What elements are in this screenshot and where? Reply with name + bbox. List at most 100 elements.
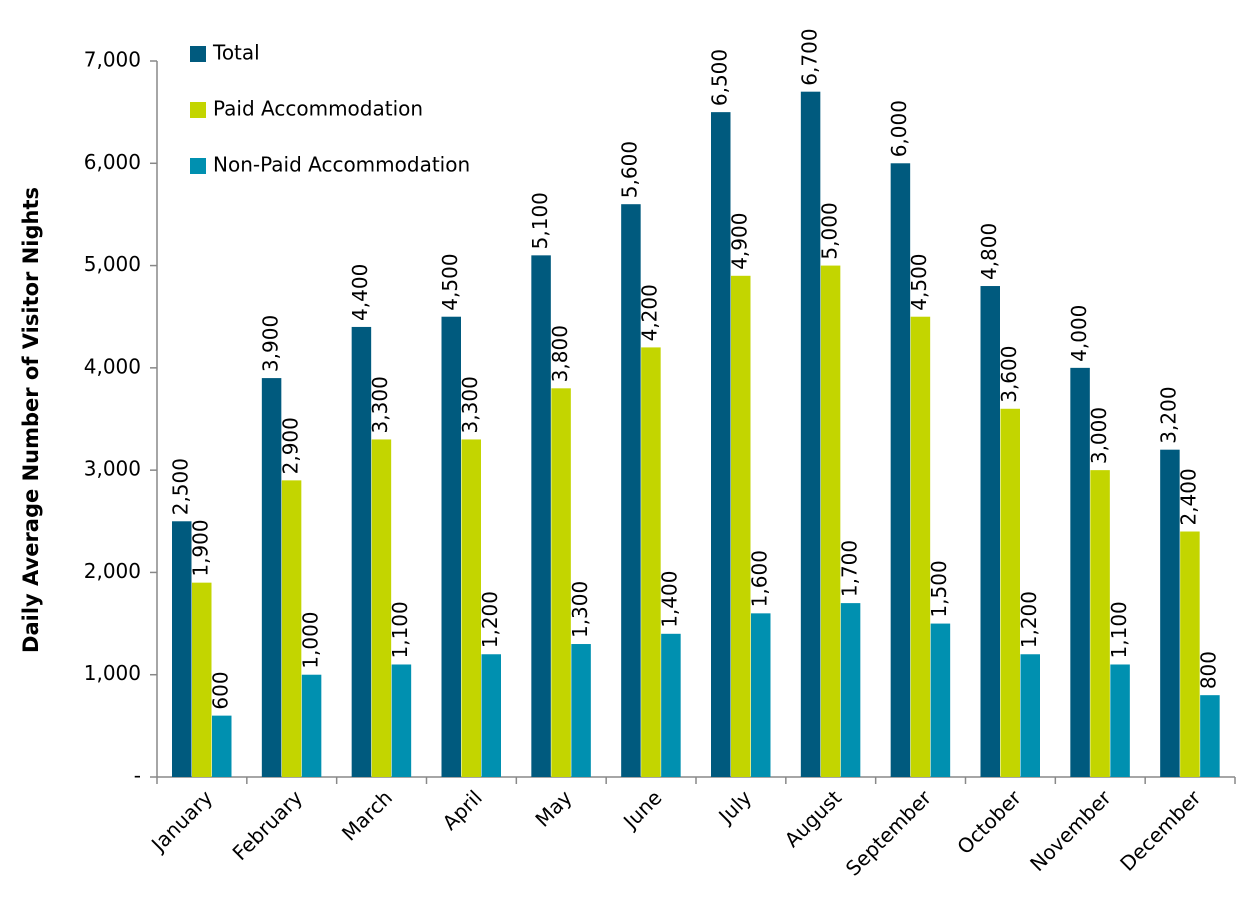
bar [481,654,501,777]
bar [351,326,372,777]
value-label: 1,200 [1017,591,1041,648]
value-label: 6,500 [708,49,732,106]
y-axis-title: Daily Average Number of Visitor Nights [19,187,43,653]
bar [621,204,641,777]
x-tick-label: March [337,785,397,845]
value-label: 3,300 [368,376,392,433]
value-label: 4,500 [907,253,931,310]
legend-label: Non-Paid Accommodation [213,153,470,177]
value-label: 1,700 [837,540,861,597]
bar [731,275,751,777]
x-tick-label: August [780,785,847,852]
x-tick-label: September [841,785,937,881]
bar [800,91,821,777]
value-label: 3,600 [997,346,1021,403]
bar [930,623,951,777]
legend-swatch [190,102,206,118]
value-label: 5,100 [528,192,552,249]
value-label: 1,400 [658,571,682,628]
x-tick-label: April [438,785,487,834]
value-label: 1,900 [189,519,213,576]
value-label: 3,300 [458,376,482,433]
bar [1070,367,1090,777]
x-tick-label: January [145,785,217,857]
value-label: 800 [1197,651,1221,689]
bar [281,480,302,777]
value-label: 1,100 [388,601,412,658]
x-tick-label: December [1115,785,1206,876]
value-label: 1,600 [748,550,772,607]
x-tick-label: May [530,785,576,831]
y-tick-label: 5,000 [84,252,141,276]
value-label: 4,200 [638,284,662,341]
bar [261,378,282,777]
y-tick-label: 7,000 [84,48,141,72]
value-label: 3,900 [258,315,282,372]
bar [980,286,1000,777]
y-tick-label: 3,000 [84,457,141,481]
value-label: 5,600 [618,141,642,198]
bar [890,163,911,778]
bar [641,347,661,777]
value-label: 3,000 [1087,407,1111,464]
bar [751,613,771,777]
legend-label: Paid Accommodation [213,97,423,121]
bar [1160,449,1180,777]
bar [840,603,861,777]
value-label: 1,000 [298,611,322,668]
bar [212,715,232,777]
bar [172,521,192,777]
bar [1090,470,1110,777]
y-tick-label: 4,000 [84,354,141,378]
bar [661,633,681,777]
value-label: 1,300 [568,581,592,638]
bar [391,664,412,777]
y-tick-label: - [134,764,141,788]
value-label: 1,100 [1107,601,1131,658]
value-label: 4,900 [728,213,752,270]
x-tick-label: July [713,785,757,829]
value-label: 6,700 [797,28,821,85]
bar [301,674,322,777]
bar [1110,664,1130,777]
bar [441,316,461,777]
bar [1000,408,1020,777]
y-tick-label: 6,000 [84,150,141,174]
legend-swatch [190,158,206,174]
bar [551,388,571,777]
value-label: 2,400 [1177,468,1201,525]
bar [711,112,731,777]
bar [1180,531,1200,777]
x-tick-label: November [1025,785,1116,876]
bar [461,439,481,777]
bar [192,582,212,777]
y-tick-label: 1,000 [84,661,141,685]
value-label: 3,200 [1157,386,1181,443]
bar [531,255,551,778]
value-label: 1,500 [927,560,951,617]
value-label: 2,500 [169,458,193,515]
value-label: 6,000 [887,100,911,157]
bar [371,439,392,777]
value-label: 5,000 [817,202,841,259]
x-tick-label: February [228,785,308,865]
value-label: 600 [209,671,233,709]
value-label: 1,200 [478,591,502,648]
value-label: 4,000 [1067,305,1091,362]
bar [1200,695,1220,777]
legend-swatch [190,46,206,62]
value-label: 4,800 [977,223,1001,280]
value-label: 3,800 [548,325,572,382]
bar [571,644,591,777]
x-tick-label: October [952,785,1026,859]
bar [910,316,931,777]
bar [1020,654,1040,777]
y-tick-label: 2,000 [84,559,141,583]
legend-label: Total [212,41,260,65]
value-label: 2,900 [278,417,302,474]
x-tick-label: June [617,785,666,834]
bar [820,265,841,777]
value-label: 4,400 [348,264,372,321]
value-label: 4,500 [438,253,462,310]
